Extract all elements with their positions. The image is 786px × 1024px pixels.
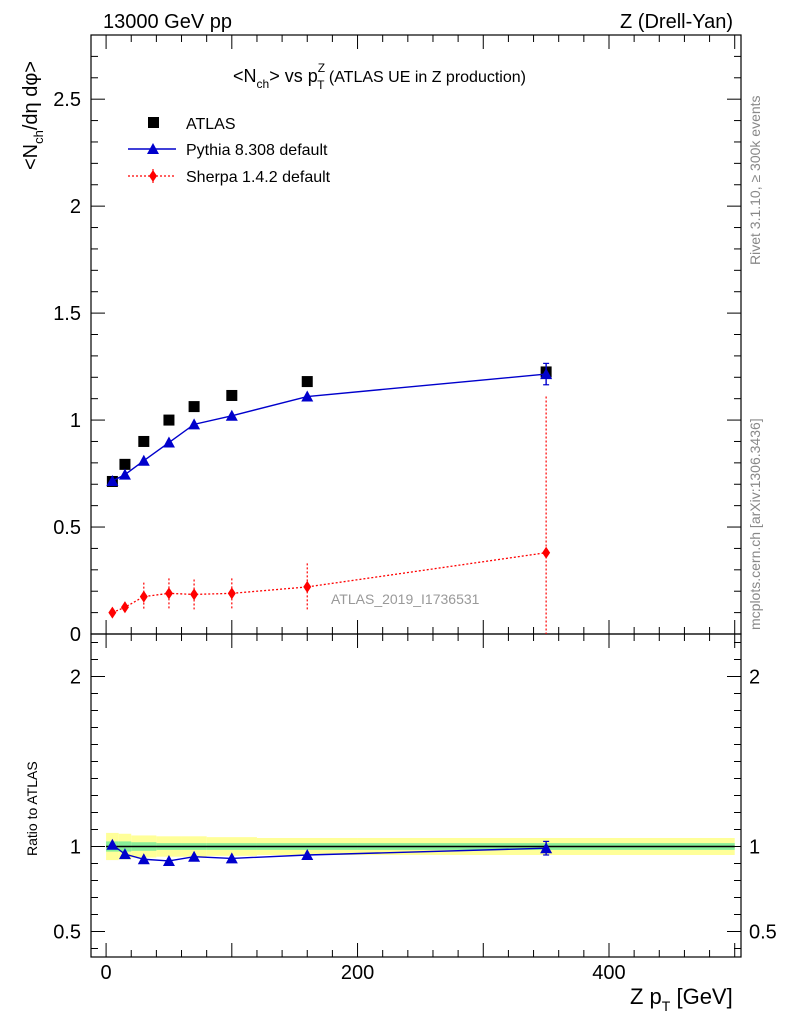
- data-marks: [106, 362, 553, 866]
- sherpa-point: [303, 580, 312, 593]
- header-collider: 13000 GeV pp: [103, 11, 232, 33]
- plot-title: <Nch> vs pZ T (ATLAS UE in Z production): [233, 61, 526, 92]
- ratio-pythia-point: [188, 850, 201, 862]
- legend-pythia-label: Pythia 8.308 default: [186, 142, 328, 159]
- analysis-watermark: ATLAS_2019_I1736531: [331, 591, 480, 607]
- ratio-y-tick-label-left: 0.5: [53, 922, 81, 944]
- atlas-point: [188, 401, 200, 413]
- sherpa-point: [164, 587, 173, 600]
- ratio-y-tick-label-right: 0.5: [749, 922, 777, 944]
- pythia-line: [112, 373, 547, 482]
- atlas-point: [163, 414, 175, 426]
- main-y-tick-label: 2.5: [53, 89, 81, 111]
- pythia-point: [301, 390, 314, 402]
- ratio-y-axis-label: Ratio to ATLAS: [24, 761, 40, 856]
- legend-atlas-marker: [148, 117, 159, 128]
- x-tick-label: 0: [101, 962, 112, 984]
- x-axis-label: Z pT [GeV]: [630, 984, 733, 1014]
- pythia-point: [118, 468, 131, 480]
- sherpa-point: [227, 587, 236, 600]
- ratio-uncertainty-band: [106, 832, 735, 861]
- axis-tick-labels: 0 0.5 1 1.5 2 2.5 0.5 0.5 1 1 2 2 0 200 400: [53, 89, 777, 984]
- main-y-tick-label: 0: [70, 624, 81, 646]
- ratio-y-tick-label-right: 1: [749, 837, 760, 859]
- ratio-pythia-point: [162, 854, 175, 866]
- header-process: Z (Drell-Yan): [620, 11, 733, 33]
- atlas-point: [138, 435, 150, 447]
- pythia-point: [540, 368, 553, 380]
- mcplots-label: mcplots.cern.ch [arXiv:1306.3436]: [747, 418, 763, 630]
- sherpa-point: [120, 601, 129, 614]
- x-tick-label: 400: [592, 962, 625, 984]
- atlas-point: [119, 458, 131, 470]
- atlas-point: [301, 376, 313, 388]
- legend-atlas-label: ATLAS: [186, 116, 236, 133]
- ratio-pythia-point: [301, 849, 314, 860]
- rivet-label: Rivet 3.1.10, ≥ 300k events: [747, 95, 763, 265]
- legend: ATLAS Pythia 8.308 default Sherpa 1.4.2 …: [128, 116, 331, 186]
- ratio-pythia-point: [118, 848, 131, 860]
- atlas-point: [226, 389, 238, 401]
- sherpa-point: [542, 546, 551, 559]
- x-tick-label: 200: [341, 962, 374, 984]
- main-y-tick-label: 1.5: [53, 303, 81, 325]
- main-y-tick-label: 1: [70, 410, 81, 432]
- ratio-pythia-point: [106, 838, 119, 850]
- ratio-y-tick-label-left: 1: [70, 837, 81, 859]
- sherpa-point: [139, 590, 148, 603]
- ratio-panel-frame: [90, 633, 742, 958]
- sherpa-line: [112, 552, 547, 614]
- ratio-y-tick-label-left: 2: [70, 667, 81, 689]
- axis-ticks: [91, 34, 741, 957]
- ratio-y-tick-label-right: 2: [749, 667, 760, 689]
- ratio-pythia-point: [225, 852, 238, 864]
- sherpa-point: [108, 606, 117, 619]
- main-y-axis-label: <Nch/dη dφ>: [20, 61, 46, 170]
- pythia-point: [162, 436, 175, 448]
- main-y-tick-label: 0.5: [53, 517, 81, 539]
- main-y-tick-label: 2: [70, 196, 81, 218]
- legend-sherpa-marker: [149, 170, 157, 182]
- ratio-pythia-point: [540, 842, 553, 854]
- pythia-point: [188, 418, 201, 430]
- legend-sherpa-label: Sherpa 1.4.2 default: [186, 169, 331, 186]
- pythia-point: [137, 454, 150, 466]
- pythia-point: [225, 409, 238, 421]
- legend-pythia-marker: [147, 143, 159, 154]
- pythia-point: [106, 475, 119, 487]
- sherpa-point: [190, 588, 199, 601]
- ratio-pythia-point: [137, 853, 150, 865]
